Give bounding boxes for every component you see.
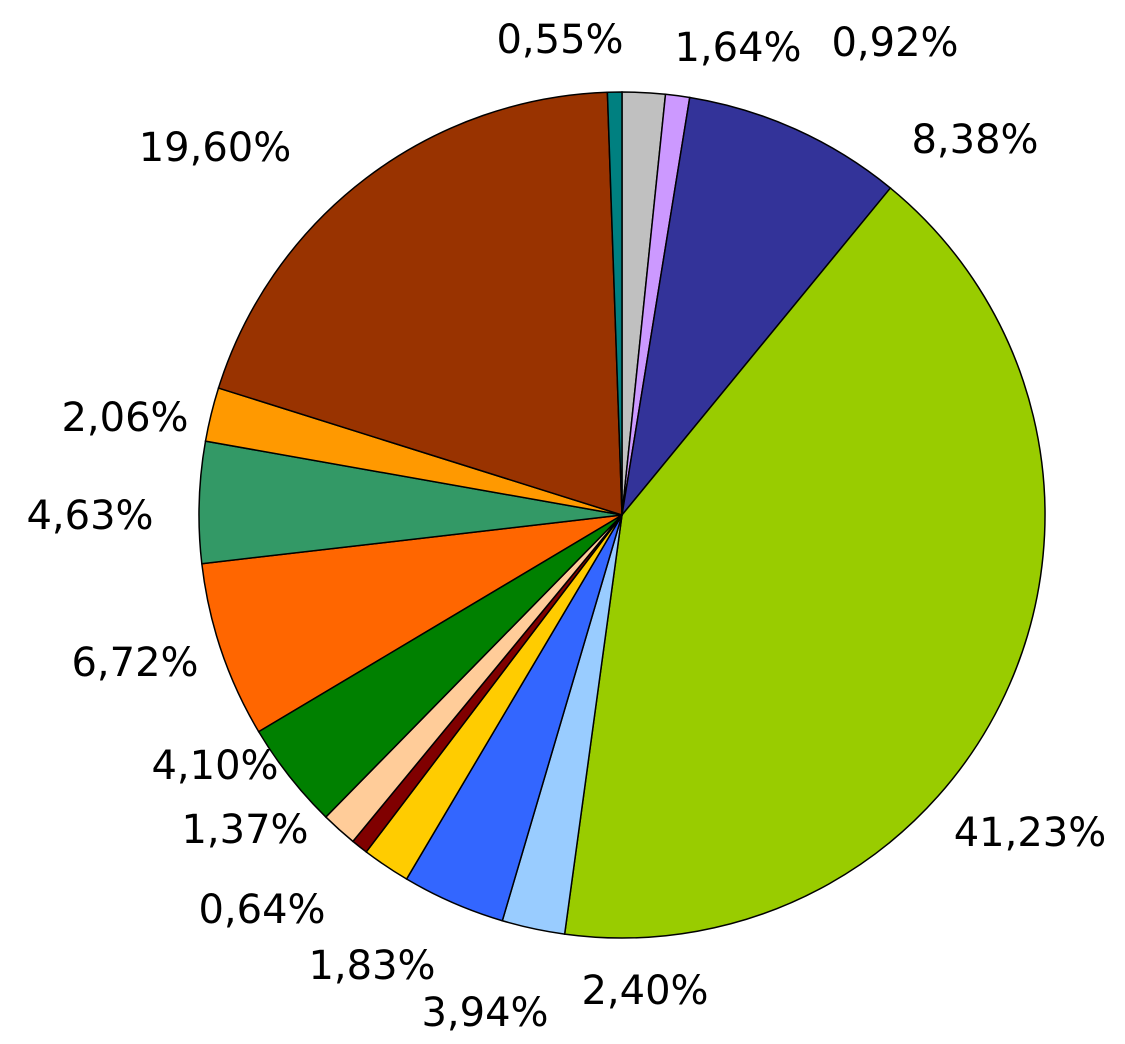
data-label: 1,83% xyxy=(308,943,435,989)
data-label: 8,38% xyxy=(911,117,1038,163)
data-label: 3,94% xyxy=(421,990,548,1036)
data-label: 4,10% xyxy=(151,743,278,789)
data-label: 6,72% xyxy=(71,640,198,686)
data-label: 2,40% xyxy=(581,968,708,1014)
pie-slice xyxy=(200,514,623,733)
data-label: 0,55% xyxy=(496,17,623,63)
pie-slice xyxy=(563,186,1046,939)
pie-slice xyxy=(217,91,623,517)
data-label: 41,23% xyxy=(954,810,1107,856)
data-label: 19,60% xyxy=(139,125,292,171)
data-label: 2,06% xyxy=(61,395,188,441)
data-label: 1,64% xyxy=(674,25,801,71)
data-label: 4,63% xyxy=(26,493,153,539)
pie-slice xyxy=(620,96,892,518)
pie-slice xyxy=(606,91,623,516)
data-label: 0,92% xyxy=(831,20,958,66)
data-label: 1,37% xyxy=(181,807,308,853)
data-label: 0,64% xyxy=(198,887,325,933)
